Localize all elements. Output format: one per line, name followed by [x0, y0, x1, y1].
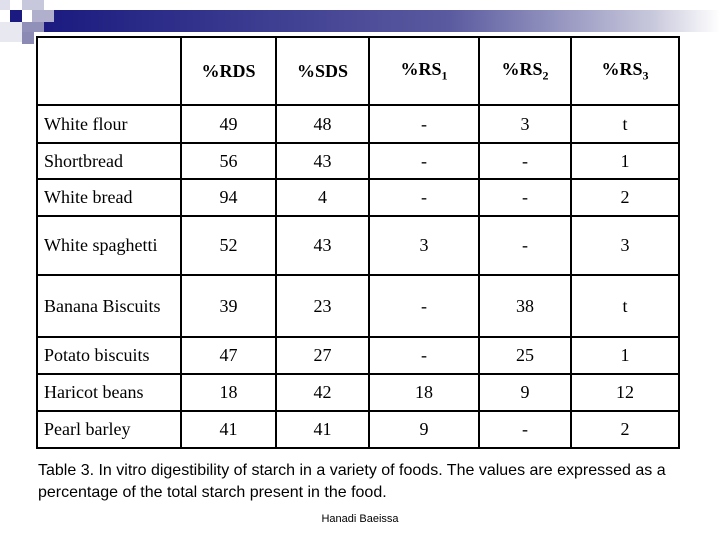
- table-row: White flour 49 48-3 t: [36, 104, 680, 144]
- value-cell: -: [368, 142, 480, 180]
- column-header: %RS1: [368, 36, 480, 106]
- header-label: %RS: [501, 58, 543, 79]
- header-label: %RDS: [201, 60, 256, 81]
- table-row: Potato biscuits 47 27-25 1: [36, 336, 680, 375]
- table-row: Haricot beans 18 42 18 9 12: [36, 373, 680, 412]
- value-cell: 23: [275, 274, 370, 338]
- column-header: %SDS: [275, 36, 370, 106]
- column-header: %RS2: [478, 36, 572, 106]
- header-row: %RDS %SDS %RS1 %RS2 %RS3: [36, 36, 680, 106]
- title-banner: [44, 10, 720, 32]
- value-cell: 2: [570, 410, 680, 449]
- value-cell: 42: [275, 373, 370, 412]
- value-cell: 49: [180, 104, 277, 144]
- value-cell: 3: [478, 104, 572, 144]
- value-cell: -: [368, 104, 480, 144]
- value-cell: -: [368, 274, 480, 338]
- value-cell: 27: [275, 336, 370, 375]
- food-name-cell: White spaghetti: [36, 215, 182, 276]
- value-cell: 18: [368, 373, 480, 412]
- header-subscript: 3: [642, 68, 649, 83]
- header-subscript: 1: [441, 68, 448, 83]
- value-cell: 41: [180, 410, 277, 449]
- value-cell: 94: [180, 178, 277, 217]
- value-cell: 56: [180, 142, 277, 180]
- header-label: %SDS: [296, 60, 349, 81]
- value-cell: 1: [570, 336, 680, 375]
- column-header: %RDS: [180, 36, 277, 106]
- food-name-cell: Shortbread: [36, 142, 182, 180]
- food-name-cell: Potato biscuits: [36, 336, 182, 375]
- header-subscript: 2: [542, 68, 549, 83]
- author-footer: Hanadi Baeissa: [321, 513, 399, 525]
- food-name-cell: Haricot beans: [36, 373, 182, 412]
- value-cell: 25: [478, 336, 572, 375]
- value-cell: 43: [275, 215, 370, 276]
- value-cell: -: [478, 215, 572, 276]
- digestibility-table: %RDS %SDS %RS1 %RS2 %RS3 White flour 49 48-3 t S…: [36, 36, 680, 449]
- value-cell: 52: [180, 215, 277, 276]
- table-row: Banana Biscuits 39 23-38 t: [36, 274, 680, 338]
- value-cell: 39: [180, 274, 277, 338]
- table-row: White spaghetti 52 43 3-3: [36, 215, 680, 276]
- value-cell: 9: [368, 410, 480, 449]
- value-cell: 3: [368, 215, 480, 276]
- header-label: %RS: [400, 58, 442, 79]
- value-cell: 9: [478, 373, 572, 412]
- value-cell: 3: [570, 215, 680, 276]
- value-cell: t: [570, 104, 680, 144]
- value-cell: 38: [478, 274, 572, 338]
- value-cell: 47: [180, 336, 277, 375]
- value-cell: 18: [180, 373, 277, 412]
- value-cell: -: [478, 142, 572, 180]
- food-name-cell: Banana Biscuits: [36, 274, 182, 338]
- value-cell: -: [478, 178, 572, 217]
- corner-cell: [36, 36, 182, 106]
- value-cell: -: [478, 410, 572, 449]
- value-cell: 12: [570, 373, 680, 412]
- value-cell: 43: [275, 142, 370, 180]
- value-cell: 1: [570, 142, 680, 180]
- value-cell: 2: [570, 178, 680, 217]
- table-row: Shortbread 56 43- -1: [36, 142, 680, 180]
- food-name-cell: Pearl barley: [36, 410, 182, 449]
- value-cell: 48: [275, 104, 370, 144]
- column-header: %RS3: [570, 36, 680, 106]
- food-name-cell: White bread: [36, 178, 182, 217]
- value-cell: 41: [275, 410, 370, 449]
- table-row: White bread 94 4- -2: [36, 178, 680, 217]
- table-row: Pearl barley 41 41 9-2: [36, 410, 680, 449]
- value-cell: -: [368, 178, 480, 217]
- value-cell: -: [368, 336, 480, 375]
- value-cell: t: [570, 274, 680, 338]
- value-cell: 4: [275, 178, 370, 217]
- food-name-cell: White flour: [36, 104, 182, 144]
- header-label: %RS: [601, 58, 643, 79]
- table-caption: Table 3. In vitro digestibility of starc…: [38, 462, 666, 501]
